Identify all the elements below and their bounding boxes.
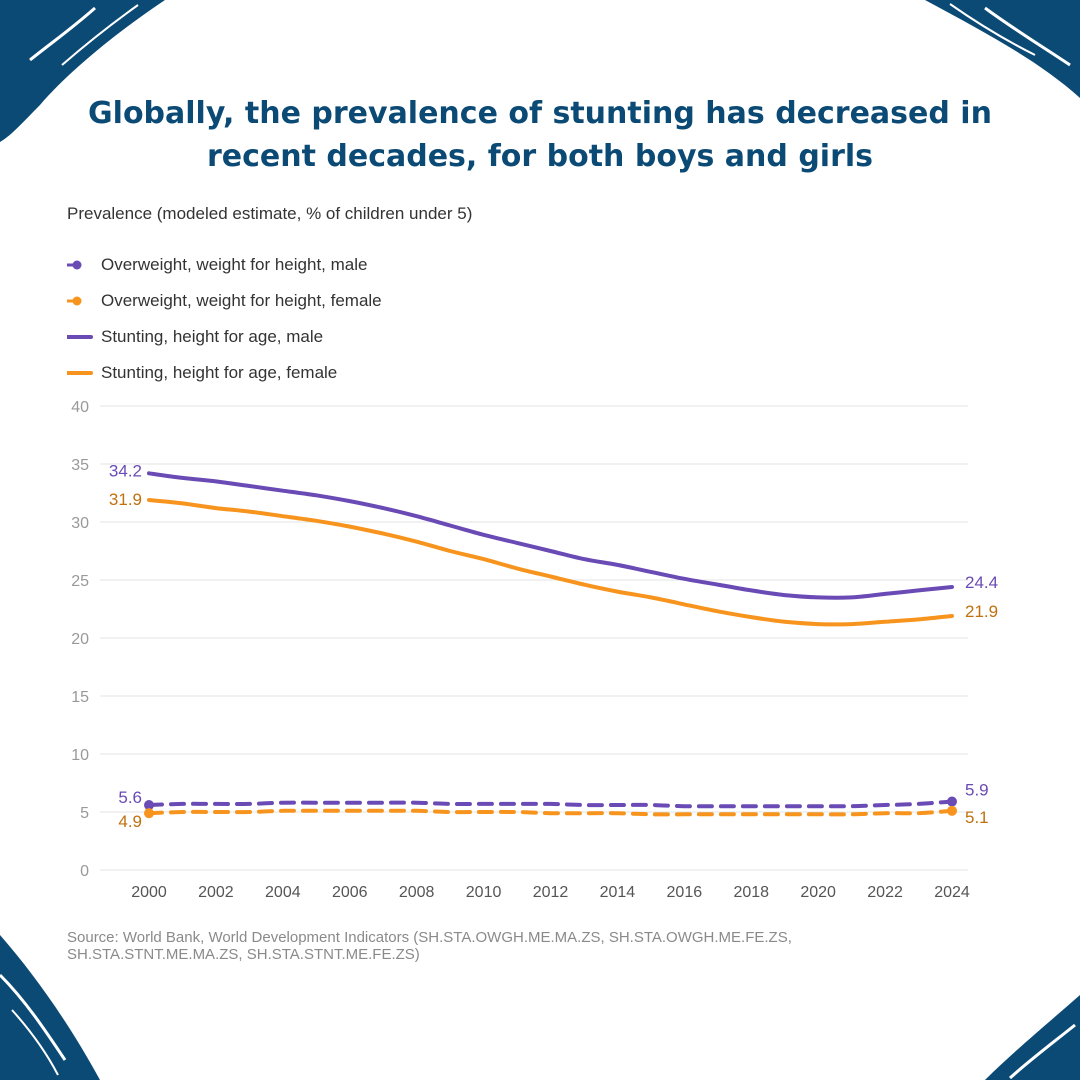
x-tick-label: 2020 (800, 884, 836, 901)
x-tick-label: 2008 (399, 884, 435, 901)
chart-subtitle: Prevalence (modeled estimate, % of child… (67, 204, 473, 223)
series-stunting-male (147, 471, 954, 600)
data-label-start: 4.9 (118, 812, 142, 831)
x-tick-label: 2024 (934, 884, 970, 901)
source-note: Source: World Bank, World Development In… (67, 929, 792, 963)
x-tick-label: 2006 (332, 884, 368, 901)
legend-label: Stunting, height for age, male (101, 327, 324, 346)
x-tick-label: 2018 (733, 884, 769, 901)
x-tick-label: 2004 (265, 884, 301, 901)
x-tick-label: 2022 (867, 884, 903, 901)
x-tick-label: 2012 (533, 884, 569, 901)
data-label-end: 21.9 (965, 602, 998, 621)
series-overweight-male (147, 799, 954, 809)
legend-item-overweight-female[interactable]: Overweight, weight for height, female (67, 283, 382, 319)
dashed-line-dot-icon (67, 260, 82, 270)
y-tick-label: 30 (71, 515, 89, 532)
legend-item-stunting-female[interactable]: Stunting, height for age, female (67, 355, 382, 391)
y-tick-label: 10 (71, 747, 89, 764)
solid-line-icon (67, 335, 93, 339)
brush-stroke-top-right (925, 0, 1080, 98)
brush-stroke-bottom-left (0, 935, 100, 1080)
y-tick-label: 0 (80, 863, 89, 880)
data-label-start: 5.6 (118, 788, 142, 807)
x-tick-label: 2016 (667, 884, 703, 901)
series-start-marker (144, 800, 154, 811)
series-end-marker (947, 796, 957, 807)
legend: Overweight, weight for height, male Over… (67, 247, 382, 391)
legend-item-overweight-male[interactable]: Overweight, weight for height, male (67, 247, 382, 283)
data-label-start: 31.9 (109, 490, 142, 509)
series-end-marker (947, 805, 957, 816)
y-tick-label: 35 (71, 457, 89, 474)
data-label-start: 34.2 (109, 461, 142, 480)
y-axis: 0 5 10 15 20 25 30 35 40 (71, 399, 89, 880)
legend-item-stunting-male[interactable]: Stunting, height for age, male (67, 319, 382, 355)
data-label-end: 5.9 (965, 781, 989, 800)
legend-label: Overweight, weight for height, male (101, 255, 368, 274)
x-tick-label: 2000 (131, 884, 167, 901)
legend-label: Overweight, weight for height, female (101, 291, 382, 310)
legend-label: Stunting, height for age, female (101, 363, 338, 382)
y-tick-label: 25 (71, 573, 89, 590)
dashed-line-dot-icon (67, 296, 82, 306)
y-tick-label: 40 (71, 399, 89, 416)
x-tick-label: 2014 (600, 884, 636, 901)
solid-line-icon (67, 371, 93, 375)
y-tick-label: 20 (71, 631, 89, 648)
data-label-end: 5.1 (965, 808, 989, 827)
data-labels: 5.6 5.9 4.9 5.1 34.2 24.4 31.9 21.9 (109, 461, 998, 831)
chart-series (144, 471, 957, 819)
x-tick-label: 2002 (198, 884, 234, 901)
series-stunting-female (147, 498, 954, 627)
headline: Globally, the prevalence of stunting has… (88, 96, 992, 174)
data-label-end: 24.4 (965, 573, 998, 592)
x-axis: 2000 2002 2004 2006 2008 2010 2012 2014 2016 2018… (131, 884, 970, 901)
series-overweight-female (147, 808, 954, 817)
x-tick-label: 2010 (466, 884, 502, 901)
series-start-marker (144, 808, 154, 819)
chart-grid (100, 405, 968, 871)
y-tick-label: 5 (80, 805, 89, 822)
y-tick-label: 15 (71, 689, 89, 706)
brush-stroke-bottom-right (985, 995, 1080, 1080)
brush-stroke-top-left (0, 0, 165, 142)
